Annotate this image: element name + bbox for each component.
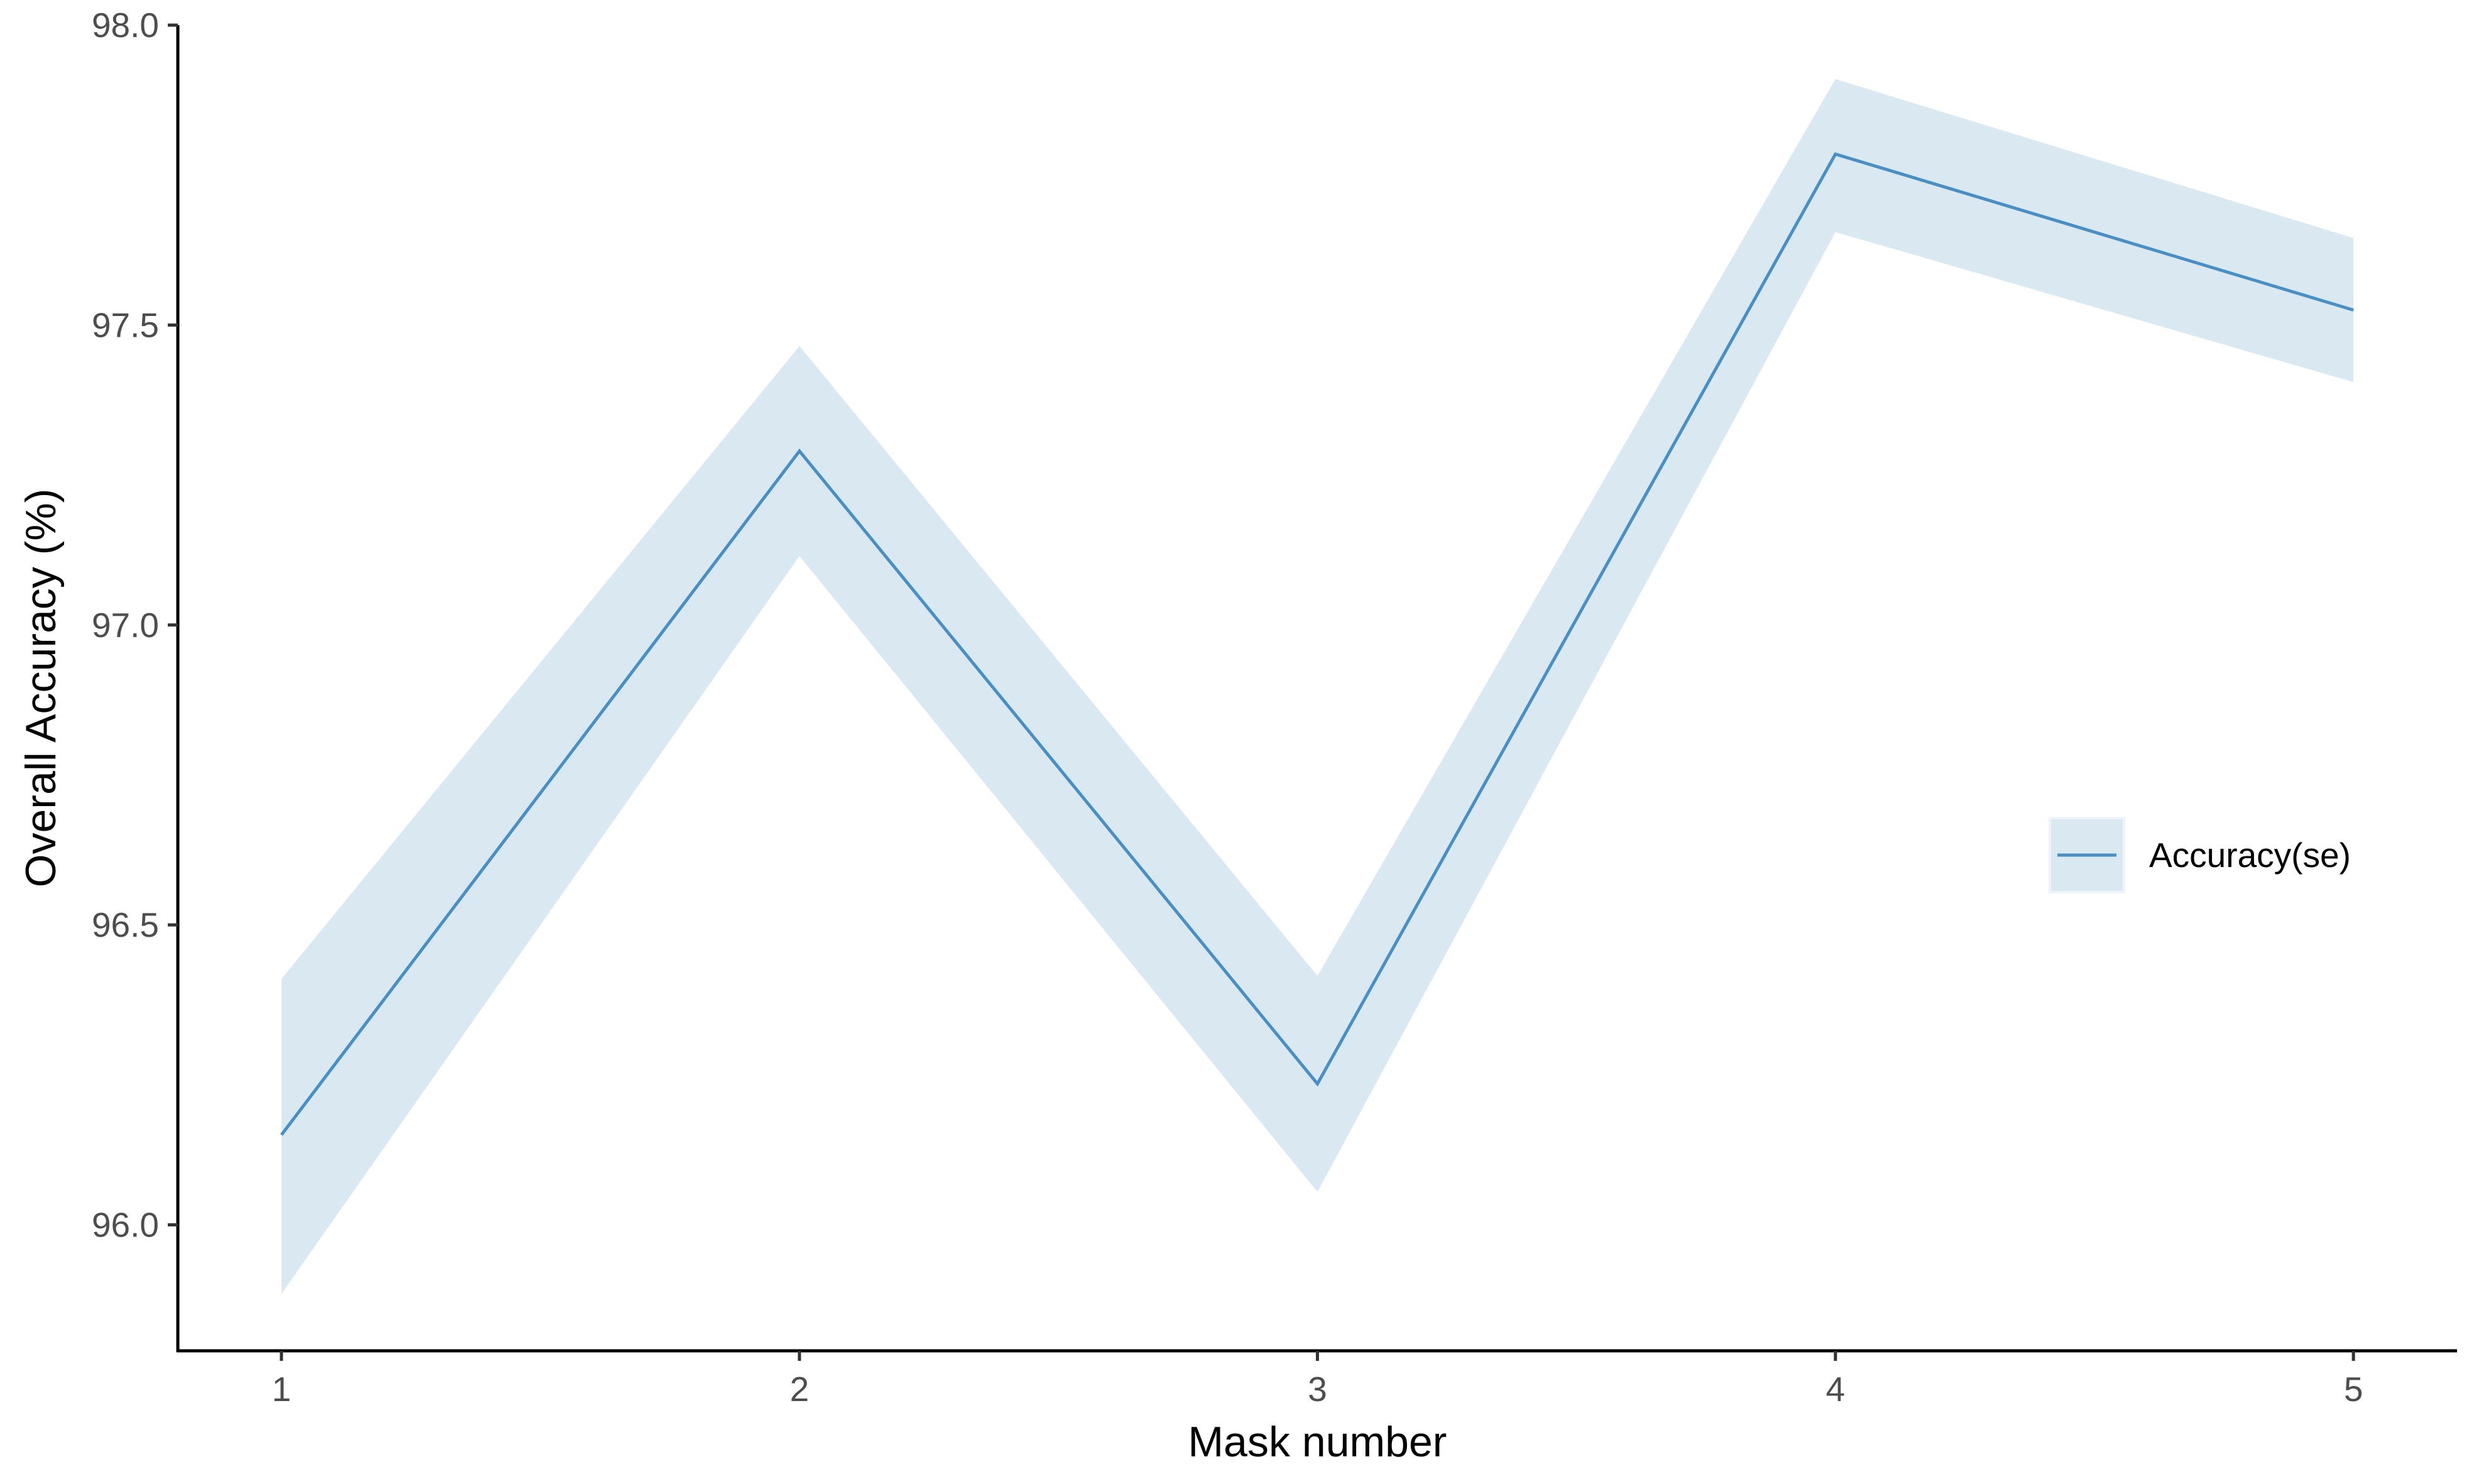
y-tick-label: 97.5 bbox=[92, 305, 159, 344]
x-tick-label: 2 bbox=[790, 1370, 809, 1409]
y-axis-ticks: 96.0 96.5 97.0 97.5 98.0 bbox=[92, 6, 178, 1245]
y-axis-title: Overall Accuracy (%) bbox=[17, 489, 65, 888]
y-tick-label: 96.0 bbox=[92, 1206, 159, 1245]
y-tick-label: 96.5 bbox=[92, 905, 159, 944]
y-tick-label: 98.0 bbox=[92, 6, 159, 45]
accuracy-series-line bbox=[280, 152, 2354, 1136]
x-tick-label: 5 bbox=[2344, 1370, 2363, 1409]
legend-label: Accuracy(se) bbox=[2149, 836, 2351, 875]
y-tick-label: 97.0 bbox=[92, 606, 159, 645]
x-tick-label: 3 bbox=[1308, 1370, 1327, 1409]
legend: Accuracy(se) bbox=[2049, 817, 2351, 893]
x-tick-label: 1 bbox=[272, 1370, 292, 1409]
plot-area bbox=[280, 79, 2354, 1294]
x-axis-title: Mask number bbox=[1188, 1418, 1447, 1466]
x-tick-label: 4 bbox=[1826, 1370, 1846, 1409]
x-axis-ticks: 1 2 3 4 5 bbox=[272, 1351, 2363, 1409]
axes: 96.0 96.5 97.0 97.5 98.0 1 2 3 4 5 bbox=[92, 6, 2457, 1409]
confidence-band bbox=[281, 79, 2354, 1294]
